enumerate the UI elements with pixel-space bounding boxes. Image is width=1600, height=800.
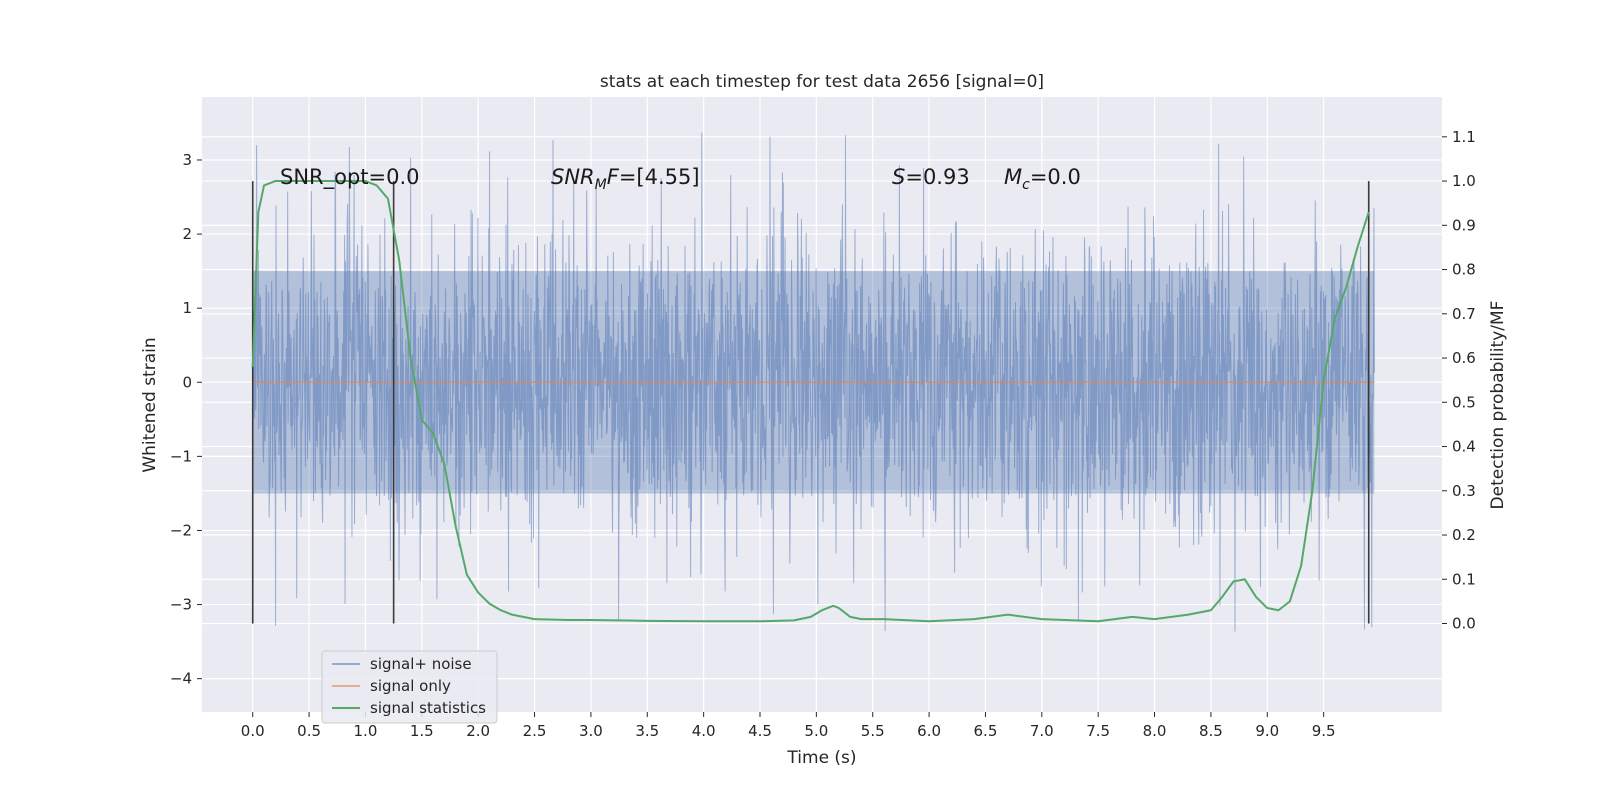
y-right-tick-label: 0.1 bbox=[1452, 570, 1476, 588]
x-tick-label: 5.0 bbox=[804, 722, 828, 740]
y-left-tick-label: 0 bbox=[182, 373, 192, 391]
y-right-tick-label: 0.3 bbox=[1452, 482, 1476, 500]
y-axis-right-label: Detection probability/MF bbox=[1488, 301, 1508, 510]
x-tick-label: 2.0 bbox=[466, 722, 490, 740]
y-right-tick-label: 0.2 bbox=[1452, 526, 1476, 544]
y-right-tick-label: 1.1 bbox=[1452, 128, 1476, 146]
annotation-snr-mf: SNRMF=[4.55] bbox=[551, 165, 700, 193]
x-tick-label: 2.5 bbox=[523, 722, 547, 740]
x-tick-label: 3.5 bbox=[635, 722, 659, 740]
y-right-tick-label: 0.9 bbox=[1452, 216, 1476, 234]
noise-trace bbox=[252, 132, 1375, 632]
y-axis-left-ticks: 3 2 1 0 −1 −2 −3 −4 bbox=[170, 151, 202, 688]
y-left-tick-label: −1 bbox=[170, 447, 192, 465]
x-tick-label: 6.5 bbox=[974, 722, 998, 740]
y-right-tick-label: 0.4 bbox=[1452, 438, 1476, 456]
x-tick-label: 9.0 bbox=[1255, 722, 1279, 740]
legend-frame bbox=[321, 650, 498, 724]
y-right-tick-label: 0.5 bbox=[1452, 393, 1476, 411]
chart-title: stats at each timestep for test data 265… bbox=[600, 72, 1044, 92]
y-left-tick-label: 3 bbox=[182, 151, 192, 169]
y-right-tick-label: 0.0 bbox=[1452, 615, 1476, 633]
x-tick-label: 7.5 bbox=[1086, 722, 1110, 740]
x-axis-ticks: 0.0 0.5 1.0 1.5 2.0 2.5 3.0 3.5 4.0 4.5 5.0 5.5 6.0 6… bbox=[241, 712, 1336, 740]
x-tick-label: 4.5 bbox=[748, 722, 772, 740]
y-left-tick-label: −3 bbox=[170, 596, 192, 614]
x-tick-label: 1.5 bbox=[410, 722, 434, 740]
y-left-tick-label: −4 bbox=[170, 670, 192, 688]
legend: signal+ noise signal only signal statist… bbox=[321, 650, 498, 724]
x-tick-label: 8.5 bbox=[1199, 722, 1223, 740]
signal-statistics-line bbox=[251, 180, 1370, 623]
x-tick-label: 6.0 bbox=[917, 722, 941, 740]
x-axis-label: Time (s) bbox=[786, 748, 856, 768]
vertical-markers bbox=[251, 181, 1370, 624]
x-tick-label: 9.5 bbox=[1312, 722, 1336, 740]
x-tick-label: 0.0 bbox=[241, 722, 265, 740]
y-right-tick-label: 1.0 bbox=[1452, 172, 1476, 190]
y-right-tick-label: 0.6 bbox=[1452, 349, 1476, 367]
y-left-tick-label: 1 bbox=[182, 299, 192, 317]
y-axis-left-label: Whitened strain bbox=[140, 337, 160, 472]
legend-label-signal-only: signal only bbox=[370, 677, 451, 695]
annotation-mc-value: Mc=0.0 bbox=[1004, 165, 1081, 193]
x-tick-label: 0.5 bbox=[297, 722, 321, 740]
annotation-snr-opt: SNR_opt=0.0 bbox=[280, 165, 420, 190]
series-signal-statistics bbox=[251, 180, 1370, 623]
x-tick-label: 7.0 bbox=[1030, 722, 1054, 740]
y-right-tick-label: 0.8 bbox=[1452, 261, 1476, 279]
annotation-s-value: S=0.93 bbox=[892, 165, 970, 189]
y-right-tick-label: 0.7 bbox=[1452, 305, 1476, 323]
y-axis-right-ticks: 1.1 1.0 0.9 0.8 0.7 0.6 0.5 0.4 0.3 0.2 0.1 0.0 bbox=[1442, 128, 1476, 633]
legend-label-signal-noise: signal+ noise bbox=[370, 655, 472, 673]
legend-label-signal-statistics: signal statistics bbox=[370, 699, 486, 717]
x-tick-label: 5.5 bbox=[861, 722, 885, 740]
x-tick-label: 1.0 bbox=[354, 722, 378, 740]
x-tick-label: 3.0 bbox=[579, 722, 603, 740]
x-tick-label: 4.0 bbox=[692, 722, 716, 740]
y-left-tick-label: −2 bbox=[170, 521, 192, 539]
y-left-tick-label: 2 bbox=[182, 225, 192, 243]
x-tick-label: 8.0 bbox=[1143, 722, 1167, 740]
